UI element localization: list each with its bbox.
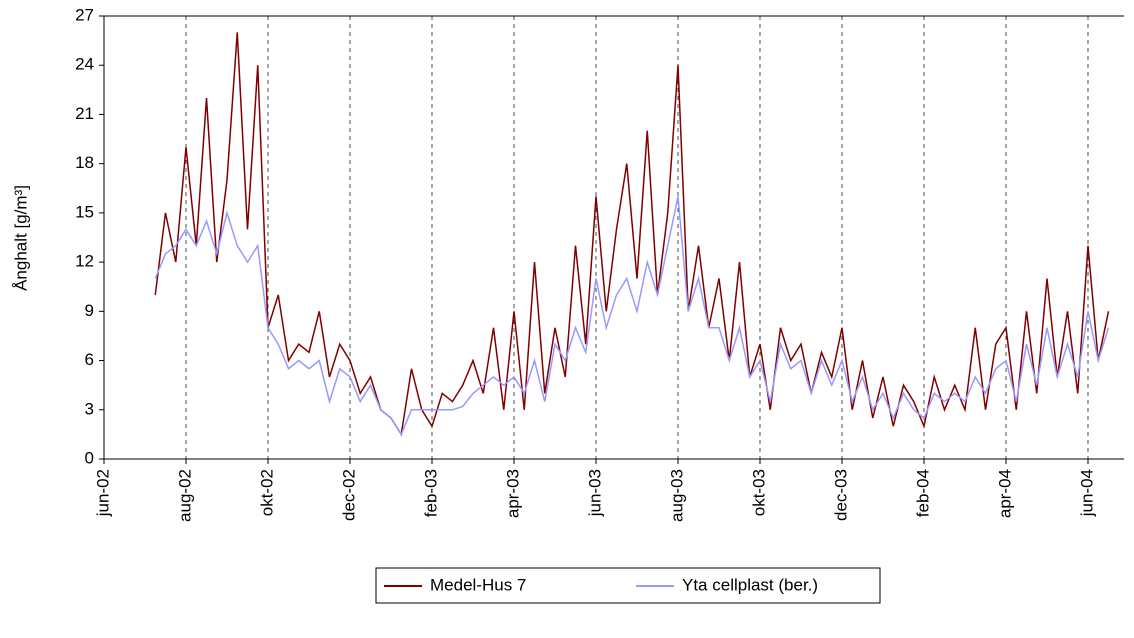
x-tick-label: feb-04	[913, 469, 932, 517]
series-line	[154, 196, 1110, 437]
x-tick-label: feb-03	[421, 469, 440, 517]
x-tick-label: apr-03	[503, 469, 522, 518]
y-tick-label: 27	[75, 5, 94, 24]
x-tick-label: okt-03	[749, 469, 768, 516]
y-tick-label: 9	[85, 301, 94, 320]
y-tick-label: 15	[75, 202, 94, 221]
y-tick-label: 12	[75, 252, 94, 271]
legend-label: Medel-Hus 7	[430, 575, 526, 594]
y-tick-label: 0	[85, 448, 94, 467]
x-tick-label: jun-04	[1077, 469, 1096, 517]
legend-box	[375, 567, 881, 604]
y-tick-label: 24	[75, 55, 94, 74]
x-tick-label: okt-02	[257, 469, 276, 516]
x-tick-label: apr-04	[995, 469, 1014, 518]
series-line	[154, 32, 1110, 437]
legend-label: Yta cellplast (ber.)	[682, 575, 818, 594]
y-tick-label: 21	[75, 104, 94, 123]
y-tick-label: 3	[85, 399, 94, 418]
x-tick-label: dec-03	[831, 469, 850, 521]
x-tick-label: aug-02	[175, 469, 194, 522]
x-tick-label: dec-02	[339, 469, 358, 521]
y-tick-label: 6	[85, 350, 94, 369]
y-tick-label: 18	[75, 153, 94, 172]
x-tick-label: aug-03	[667, 469, 686, 522]
x-tick-label: jun-02	[93, 469, 112, 517]
x-tick-label: jun-03	[585, 469, 604, 517]
y-axis-label: Ånghalt [g/m³]	[11, 185, 30, 291]
